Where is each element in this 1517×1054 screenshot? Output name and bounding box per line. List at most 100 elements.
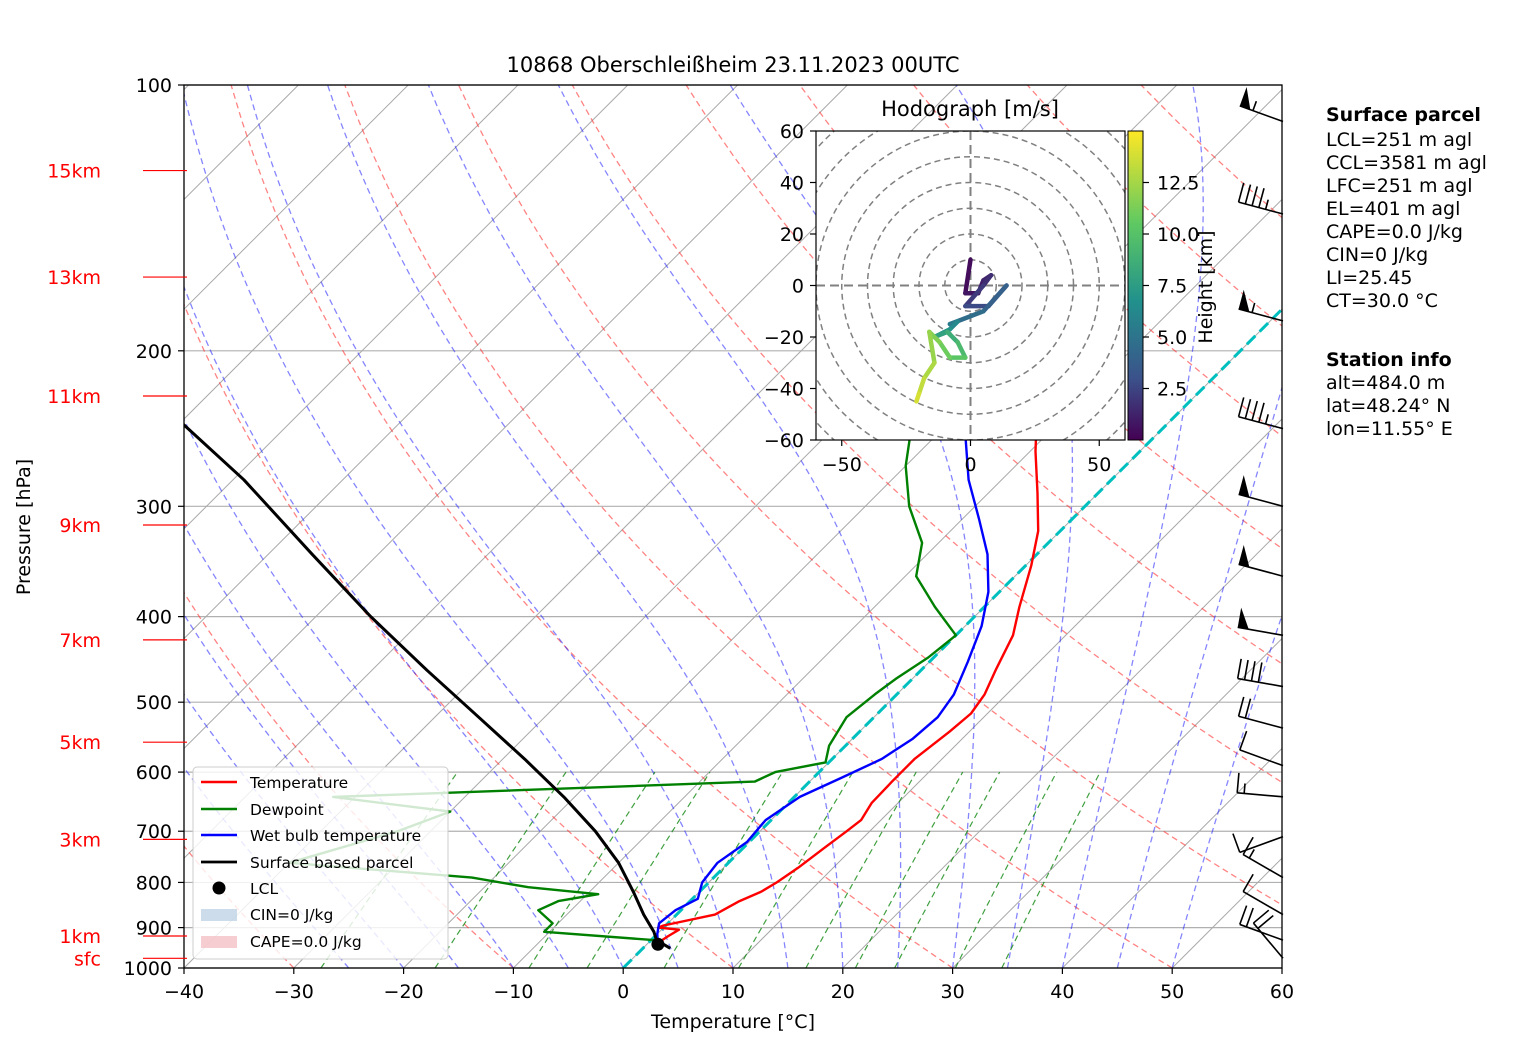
x-tick-label: 0 (617, 981, 629, 1003)
wind-barb (1242, 836, 1284, 879)
isotherm-line (1062, 747, 1282, 968)
mixing-ratio-line (1001, 771, 1101, 968)
height-label: sfc (74, 948, 101, 970)
wind-barb (1232, 833, 1284, 854)
hodograph-segment (963, 283, 986, 309)
hodograph-y-tick-label: 60 (780, 121, 804, 143)
legend-label-cape: CAPE=0.0 J/kg (250, 933, 362, 951)
legend-label-parcel: Surface based parcel (250, 854, 413, 872)
x-tick-label: −20 (384, 981, 424, 1003)
legend-label-wetbulb: Wet bulb temperature (250, 827, 421, 845)
colorbar-tick-label: 10.0 (1157, 224, 1199, 246)
hodograph-y-tick-label: −20 (764, 327, 804, 349)
wind-barb (1237, 696, 1284, 729)
info-panel: Surface parcel LCL=251 m agl CCL=3581 m … (1326, 104, 1487, 440)
y-tick-label: 600 (136, 762, 172, 784)
height-label: 3km (59, 829, 101, 851)
isotherm-line (952, 637, 1282, 968)
height-label: 13km (47, 267, 101, 289)
isotherm-line (184, 85, 848, 750)
wind-barb (1239, 730, 1284, 767)
y-tick-label: 800 (136, 872, 172, 894)
colorbar-tick-label: 7.5 (1157, 276, 1187, 298)
y-tick-label: 200 (136, 341, 172, 363)
moist-adiabat (184, 523, 514, 968)
x-tick-label: 40 (1050, 981, 1074, 1003)
hodograph-y-tick-label: 20 (780, 224, 804, 246)
colorbar-tick-label: 2.5 (1157, 379, 1187, 401)
mixing-ratio-line (738, 771, 854, 968)
legend-label-dewpoint: Dewpoint (250, 801, 324, 819)
hodograph-y-tick-label: −40 (764, 379, 804, 401)
height-label: 11km (47, 386, 101, 408)
y-tick-label: 500 (136, 692, 172, 714)
wind-barb (1238, 289, 1284, 322)
hodograph-segment (963, 257, 973, 296)
dry-adiabat (230, 85, 953, 968)
height-label: 9km (59, 515, 101, 537)
x-tick-label: −40 (164, 981, 204, 1003)
legend-label-temperature: Temperature (249, 774, 348, 792)
moist-adiabat (1061, 85, 1204, 968)
wind-barb (1237, 607, 1284, 637)
mixing-ratio-line (663, 771, 784, 968)
moist-adiabat (557, 85, 902, 968)
moist-adiabat (184, 91, 679, 968)
isotherm-line (732, 418, 1282, 968)
isotherm-line (184, 85, 629, 530)
colorbar: 2.5 5.0 7.5 10.0 12.5 Height [km] (1127, 130, 1217, 441)
colorbar-tick-label: 5.0 (1157, 327, 1187, 349)
y-axis-ticks: 100 200 300 400 500 600 700 800 900 1000 (124, 75, 184, 980)
hodograph-segment (914, 391, 922, 404)
hodograph-segment (927, 329, 937, 365)
info-alt: alt=484.0 m (1326, 372, 1445, 394)
dry-adiabat (344, 85, 1173, 968)
height-label: 1km (59, 926, 101, 948)
x-axis-label: Temperature [°C] (650, 1011, 815, 1033)
hodograph-segment (945, 329, 960, 345)
dry-adiabat (458, 85, 1282, 906)
mixing-ratio-line (805, 771, 917, 968)
wind-barb (1238, 475, 1284, 508)
hodograph-title: Hodograph [m/s] (881, 97, 1059, 121)
colorbar-ticks: 2.5 5.0 7.5 10.0 12.5 (1143, 173, 1199, 401)
y-axis-label: Pressure [hPa] (13, 459, 35, 595)
legend-patch-cin (201, 909, 237, 921)
y-tick-label: 100 (136, 75, 172, 97)
hodograph-trace (914, 257, 1009, 404)
x-axis-ticks: −40 −30 −20 −10 0 10 20 30 40 50 60 (164, 968, 1294, 1003)
station-info-header: Station info (1326, 349, 1452, 371)
info-lfc: LFC=251 m agl (1326, 175, 1473, 197)
moist-adiabat (246, 85, 734, 968)
wind-barbs (1232, 87, 1284, 959)
mixing-ratio-line (954, 771, 1058, 968)
moist-adiabat (184, 417, 569, 968)
moist-adiabat (184, 285, 624, 968)
x-tick-label: −30 (274, 981, 314, 1003)
wind-barb (1237, 182, 1284, 215)
legend-patch-cape (201, 936, 237, 948)
height-label: 5km (59, 732, 101, 754)
info-lat: lat=48.24° N (1326, 395, 1450, 417)
moist-adiabat (955, 85, 1074, 968)
wind-barb (1236, 772, 1284, 798)
moist-adiabat (1116, 385, 1282, 968)
hodograph-x-tick-label: 0 (964, 454, 976, 476)
lcl-marker (651, 937, 665, 951)
wind-barb (1236, 658, 1284, 688)
wind-barb (1242, 873, 1284, 916)
hodograph-segment (937, 339, 953, 360)
isotherm-line (513, 198, 1282, 968)
wind-barb (1237, 397, 1284, 430)
colorbar-tick-label: 12.5 (1157, 173, 1199, 195)
wind-barb (1238, 544, 1284, 577)
legend-marker-lcl (212, 881, 226, 895)
info-ct: CT=30.0 °C (1326, 290, 1438, 312)
legend: Temperature Dewpoint Wet bulb temperatur… (192, 766, 449, 960)
x-tick-label: −10 (493, 981, 533, 1003)
hodograph-segment (981, 283, 1009, 314)
hodograph-x-tick-label: 50 (1087, 454, 1111, 476)
info-ccl: CCL=3581 m agl (1326, 152, 1487, 174)
mixing-ratio-line (434, 771, 567, 968)
